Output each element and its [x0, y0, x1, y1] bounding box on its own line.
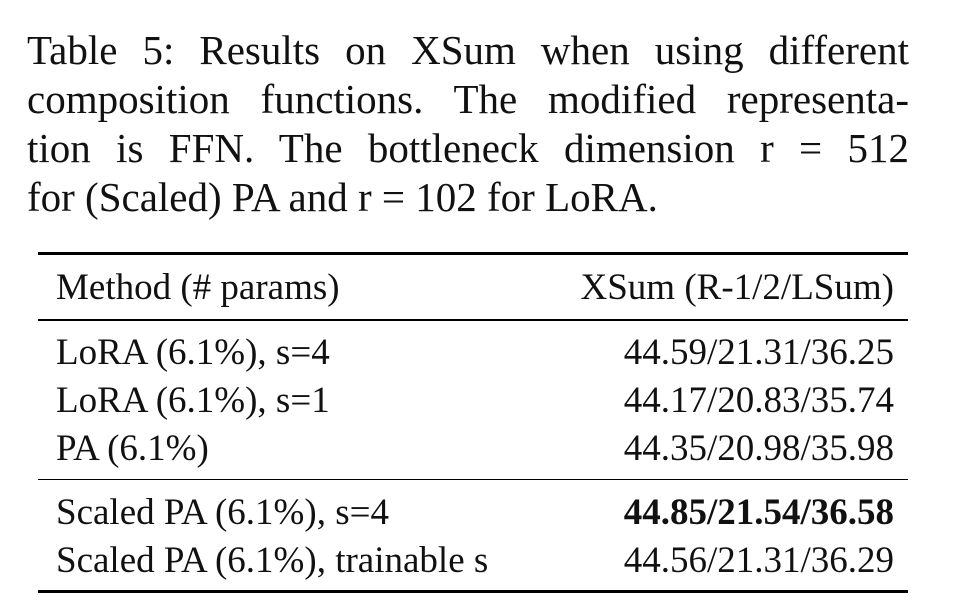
- score-cell: 44.17/20.83/35.74: [623, 380, 894, 421]
- score-cell: 44.35/20.98/35.98: [623, 428, 894, 469]
- results-table: Method (# params) XSum (R-1/2/LSum) LoRA…: [38, 252, 908, 593]
- table-caption: Table 5: Results on XSum when using diff…: [27, 26, 909, 222]
- table-row: Scaled PA (6.1%), s=4 44.85/21.54/36.58: [38, 488, 908, 536]
- table-row: LoRA (6.1%), s=1 44.17/20.83/35.74: [38, 377, 908, 425]
- method-cell: LoRA (6.1%), s=1: [56, 380, 330, 421]
- score-cell: 44.56/21.31/36.29: [623, 539, 894, 581]
- mid-rule: [38, 319, 908, 321]
- caption-line: composition functions. The modified repr…: [27, 76, 909, 122]
- header-xsum: XSum (R-1/2/LSum): [580, 266, 895, 308]
- group-rule: [38, 478, 908, 480]
- method-cell: PA (6.1%): [56, 428, 209, 469]
- table-row: LoRA (6.1%), s=4 44.59/21.31/36.25: [38, 329, 908, 377]
- score-cell: 44.59/21.31/36.25: [623, 332, 894, 373]
- method-cell: Scaled PA (6.1%), trainable s: [56, 539, 489, 581]
- table-row: PA (6.1%) 44.35/20.98/35.98: [38, 425, 908, 473]
- score-cell: 44.85/21.54/36.58: [623, 491, 894, 533]
- caption-line: tion is FFN. The bottleneck dimension r …: [27, 125, 909, 171]
- method-cell: LoRA (6.1%), s=4: [56, 332, 330, 373]
- method-cell: Scaled PA (6.1%), s=4: [56, 491, 389, 533]
- bottom-rule: [38, 590, 908, 593]
- table-row: Scaled PA (6.1%), trainable s 44.56/21.31…: [38, 536, 908, 584]
- header-row: Method (# params) XSum (R-1/2/LSum): [38, 255, 908, 319]
- top-rule: [38, 252, 908, 255]
- header-method: Method (# params): [56, 266, 340, 308]
- caption-line: Table 5: Results on XSum when using diff…: [27, 27, 909, 73]
- caption-line: for (Scaled) PA and r = 102 for LoRA.: [27, 174, 658, 220]
